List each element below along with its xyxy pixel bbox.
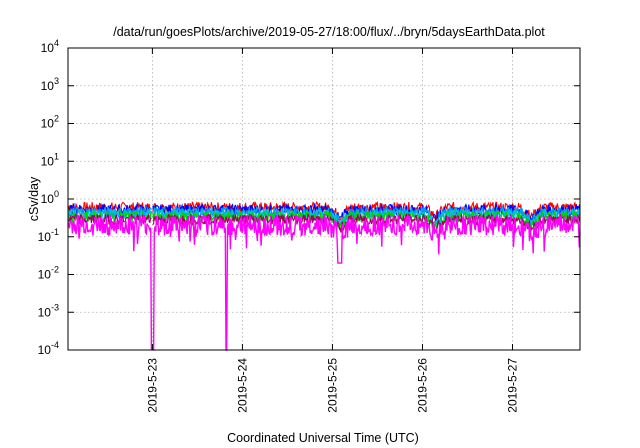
chart-title: /data/run/goesPlots/archive/2019-05-27/1…: [113, 25, 545, 39]
series-layer: [67, 200, 581, 351]
y-tick-label: 10-1: [38, 227, 59, 244]
y-axis-label: cSv/day: [27, 176, 41, 221]
x-tick-label: 2019-5-24: [235, 358, 249, 413]
x-axis-label: Coordinated Universal Time (UTC): [227, 431, 419, 445]
series-line: [67, 212, 581, 351]
y-tick-label: 102: [41, 114, 59, 131]
y-tick-label: 10-4: [38, 340, 59, 357]
grid-lines: [68, 48, 580, 350]
y-tick-label: 100: [41, 189, 59, 206]
y-tick-label: 101: [41, 151, 59, 168]
x-tick-label: 2019-5-23: [145, 358, 159, 413]
y-tick-label: 10-2: [38, 265, 59, 282]
x-tick-label: 2019-5-26: [415, 358, 429, 413]
y-tick-label: 10-3: [38, 302, 59, 319]
y-axis: 10-4 10-3 10-2 10-1 100 101 102 103 104: [38, 38, 580, 357]
y-tick-label: 104: [41, 38, 59, 55]
x-tick-label: 2019-5-25: [325, 358, 339, 413]
x-axis: 2019-5-23 2019-5-24 2019-5-25 2019-5-26 2019…: [145, 48, 519, 413]
x-tick-label: 2019-5-27: [505, 358, 519, 413]
y-tick-label: 103: [41, 76, 59, 93]
